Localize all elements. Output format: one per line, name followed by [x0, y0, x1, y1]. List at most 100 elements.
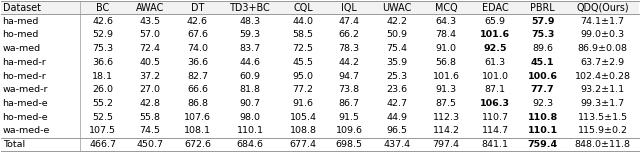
Text: 74.5: 74.5 — [140, 126, 161, 135]
Text: 26.0: 26.0 — [92, 85, 113, 94]
Text: 91.3: 91.3 — [435, 85, 456, 94]
Text: Total: Total — [3, 140, 25, 149]
Text: 86.8: 86.8 — [187, 99, 208, 108]
Text: 107.5: 107.5 — [90, 126, 116, 135]
Text: 82.7: 82.7 — [187, 71, 208, 81]
Text: ha-med: ha-med — [3, 17, 39, 26]
Text: 73.8: 73.8 — [339, 85, 360, 94]
Text: wa-med: wa-med — [3, 44, 41, 53]
Text: 55.2: 55.2 — [92, 99, 113, 108]
Text: 55.8: 55.8 — [140, 113, 161, 122]
Text: 57.9: 57.9 — [531, 17, 554, 26]
Text: 56.8: 56.8 — [435, 58, 456, 67]
Text: 78.3: 78.3 — [339, 44, 360, 53]
Text: BC: BC — [96, 3, 109, 13]
Text: 18.1: 18.1 — [92, 71, 113, 81]
Text: 107.6: 107.6 — [184, 113, 211, 122]
Text: 113.5±1.5: 113.5±1.5 — [578, 113, 628, 122]
Text: 99.3±1.7: 99.3±1.7 — [580, 99, 625, 108]
Text: 108.1: 108.1 — [184, 126, 211, 135]
Text: 92.3: 92.3 — [532, 99, 553, 108]
Text: 44.6: 44.6 — [239, 58, 260, 67]
Text: 45.1: 45.1 — [531, 58, 554, 67]
Text: ha-med-r: ha-med-r — [3, 58, 46, 67]
Text: 43.5: 43.5 — [140, 17, 161, 26]
Text: 72.5: 72.5 — [292, 44, 314, 53]
Text: CQL: CQL — [293, 3, 313, 13]
Text: 42.8: 42.8 — [140, 99, 161, 108]
Text: 698.5: 698.5 — [335, 140, 362, 149]
Text: 108.8: 108.8 — [289, 126, 316, 135]
Text: 87.1: 87.1 — [484, 85, 506, 94]
Text: 52.5: 52.5 — [92, 113, 113, 122]
Text: 60.9: 60.9 — [239, 71, 260, 81]
Text: 66.6: 66.6 — [187, 85, 208, 94]
Text: 44.0: 44.0 — [292, 17, 314, 26]
Text: 92.5: 92.5 — [483, 44, 507, 53]
Text: 27.0: 27.0 — [140, 85, 161, 94]
Text: 450.7: 450.7 — [136, 140, 164, 149]
Text: 110.1: 110.1 — [527, 126, 557, 135]
Text: QDQ(Ours): QDQ(Ours) — [577, 3, 629, 13]
Text: 40.5: 40.5 — [140, 58, 161, 67]
Text: 77.7: 77.7 — [531, 85, 554, 94]
Text: 45.5: 45.5 — [292, 58, 314, 67]
Text: 110.1: 110.1 — [237, 126, 264, 135]
Text: PBRL: PBRL — [531, 3, 555, 13]
Text: 91.0: 91.0 — [435, 44, 456, 53]
Text: 93.2±1.1: 93.2±1.1 — [580, 85, 625, 94]
Text: 95.0: 95.0 — [292, 71, 314, 81]
Text: 83.7: 83.7 — [239, 44, 260, 53]
Text: 101.6: 101.6 — [433, 71, 460, 81]
Text: 61.3: 61.3 — [484, 58, 506, 67]
Text: 37.2: 37.2 — [140, 71, 161, 81]
Text: wa-med-r: wa-med-r — [3, 85, 48, 94]
Text: 848.0±11.8: 848.0±11.8 — [575, 140, 630, 149]
Text: AWAC: AWAC — [136, 3, 164, 13]
Text: 91.6: 91.6 — [292, 99, 314, 108]
Text: 48.3: 48.3 — [239, 17, 260, 26]
Text: 86.9±0.08: 86.9±0.08 — [578, 44, 628, 53]
Text: 98.0: 98.0 — [239, 113, 260, 122]
Text: 50.9: 50.9 — [386, 30, 407, 39]
Text: 52.9: 52.9 — [92, 30, 113, 39]
Text: 672.6: 672.6 — [184, 140, 211, 149]
Text: 114.2: 114.2 — [433, 126, 460, 135]
Text: 75.4: 75.4 — [386, 44, 407, 53]
Text: DT: DT — [191, 3, 204, 13]
Text: 75.3: 75.3 — [531, 30, 554, 39]
Text: 437.4: 437.4 — [383, 140, 410, 149]
Text: 42.6: 42.6 — [92, 17, 113, 26]
Text: Dataset: Dataset — [3, 3, 40, 13]
Text: 42.6: 42.6 — [187, 17, 208, 26]
Text: 759.4: 759.4 — [527, 140, 557, 149]
Text: 66.2: 66.2 — [339, 30, 360, 39]
Text: 74.1±1.7: 74.1±1.7 — [580, 17, 625, 26]
Text: 105.4: 105.4 — [289, 113, 316, 122]
Text: 89.6: 89.6 — [532, 44, 553, 53]
Text: 106.3: 106.3 — [480, 99, 510, 108]
Text: 110.8: 110.8 — [527, 113, 558, 122]
Text: ho-med-r: ho-med-r — [3, 71, 46, 81]
Text: 100.6: 100.6 — [527, 71, 557, 81]
Text: 90.7: 90.7 — [239, 99, 260, 108]
Text: 102.4±0.28: 102.4±0.28 — [575, 71, 630, 81]
Text: 81.8: 81.8 — [239, 85, 260, 94]
Text: 677.4: 677.4 — [289, 140, 316, 149]
Text: 797.4: 797.4 — [433, 140, 460, 149]
Text: 94.7: 94.7 — [339, 71, 360, 81]
Text: 101.6: 101.6 — [480, 30, 510, 39]
Text: IQL: IQL — [341, 3, 357, 13]
Text: 36.6: 36.6 — [187, 58, 208, 67]
Text: 684.6: 684.6 — [237, 140, 264, 149]
Text: 57.0: 57.0 — [140, 30, 161, 39]
Text: 25.3: 25.3 — [386, 71, 407, 81]
Text: 72.4: 72.4 — [140, 44, 161, 53]
Text: wa-med-e: wa-med-e — [3, 126, 50, 135]
Text: MCQ: MCQ — [435, 3, 458, 13]
Text: UWAC: UWAC — [382, 3, 412, 13]
Text: 59.3: 59.3 — [239, 30, 260, 39]
Text: 64.3: 64.3 — [435, 17, 456, 26]
Text: TD3+BC: TD3+BC — [230, 3, 271, 13]
Text: 101.0: 101.0 — [481, 71, 508, 81]
